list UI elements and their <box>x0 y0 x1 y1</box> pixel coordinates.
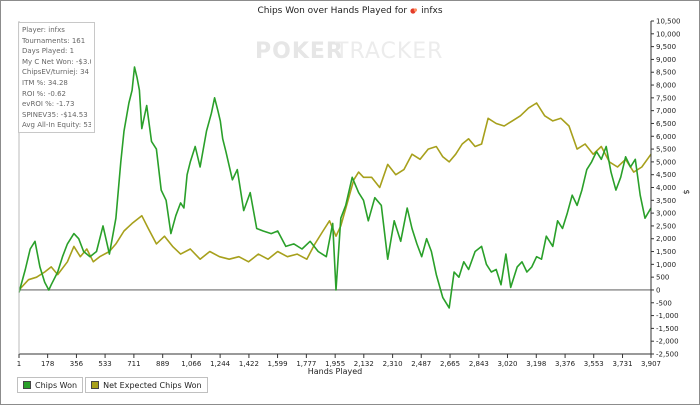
legend-label-net-expected: Net Expected Chips Won <box>103 380 202 390</box>
y-tick-label: 8,500 <box>656 69 676 77</box>
x-tick-label: 533 <box>98 360 111 368</box>
x-tick-label: 2,843 <box>469 360 489 368</box>
x-tick-label: 711 <box>127 360 140 368</box>
stat-line-4: ChipsEV/turniej: 34 <box>22 68 89 77</box>
x-tick-label: 3,020 <box>497 360 517 368</box>
y-tick-label: 3,500 <box>656 197 676 205</box>
player-stats-box: Player: infxs Tournaments: 161 Days Played… <box>18 22 95 133</box>
y-tick-label: 0 <box>656 286 660 294</box>
series-line-chips-won <box>18 66 652 309</box>
stat-line-6: ROI %: -0.62 <box>22 89 67 98</box>
legend: Chips Won Net Expected Chips Won <box>17 377 210 393</box>
x-tick-label: 356 <box>70 360 84 368</box>
stat-line-8: SPINEV35: -$14.53 <box>22 110 88 119</box>
x-tick-label: 3,553 <box>584 360 604 368</box>
y-tick-label: -2,000 <box>656 338 679 346</box>
x-ticks-group: 1 178 356 533 711 889 1,066 1,244 1,422 1,599 1,77… <box>17 354 661 368</box>
y-tick-label: 9,500 <box>656 43 676 51</box>
y-tick-label: 8,000 <box>656 82 676 90</box>
legend-swatch-chips-won <box>23 381 31 389</box>
y-tick-label: 6,500 <box>656 120 676 128</box>
y-tick-label: 10,000 <box>656 30 681 38</box>
y-ticks-group: -2,500 -2,000 -1,500 -1,000 -500 0 500 1,000 1,5… <box>651 18 681 359</box>
legend-swatch-net-expected <box>91 381 100 389</box>
x-tick-label: 2,310 <box>383 360 403 368</box>
stat-line-0: Player: infxs <box>22 26 65 34</box>
x-tick-label: 3,907 <box>641 360 661 368</box>
legend-item-net-expected[interactable]: Net Expected Chips Won <box>85 377 208 393</box>
y-tick-label: 10,500 <box>656 18 681 26</box>
y-tick-label: -500 <box>656 299 672 307</box>
player-site-icon <box>410 7 418 15</box>
x-tick-label: 889 <box>156 360 169 368</box>
x-tick-label: 1 <box>17 360 21 368</box>
y-tick-label: -1,000 <box>656 312 679 320</box>
x-tick-label: 2,665 <box>440 360 460 368</box>
x-tick-label: 2,132 <box>354 360 374 368</box>
chart-title: Chips Won over Hands Played for infxs <box>0 6 700 16</box>
y-tick-label: 1,500 <box>656 248 676 256</box>
poker-tracker-watermark: POKER TRACKER <box>255 39 443 64</box>
y-tick-label: 2,500 <box>656 222 676 230</box>
series-line-net-expected <box>18 102 652 291</box>
x-tick-label: 1,599 <box>268 360 288 368</box>
stat-line-3: My C Net Won: -$3.00 <box>22 57 91 66</box>
y-tick-label: 1,000 <box>656 261 676 269</box>
series-group <box>18 66 652 309</box>
axes-group <box>18 21 652 355</box>
y-tick-label: 4,500 <box>656 171 676 179</box>
x-tick-label: 3,731 <box>612 360 632 368</box>
chart-title-player: infxs <box>421 6 443 16</box>
x-tick-label: 1,066 <box>181 360 202 368</box>
y-tick-label: -2,500 <box>656 351 679 359</box>
y-tick-label: 500 <box>656 274 669 282</box>
chart-title-text: Chips Won over Hands Played for <box>257 6 408 16</box>
y-tick-label: 5,000 <box>656 158 676 166</box>
y-tick-label: 2,000 <box>656 235 676 243</box>
x-tick-label: 1,422 <box>239 360 259 368</box>
legend-item-chips-won[interactable]: Chips Won <box>17 377 84 393</box>
x-tick-label: 178 <box>41 360 54 368</box>
watermark-left: POKER <box>255 39 344 64</box>
x-tick-label: 1,244 <box>210 360 231 368</box>
y-tick-label: -1,500 <box>656 325 679 333</box>
y-tick-label: 6,000 <box>656 133 676 141</box>
y-tick-label: 3,000 <box>656 210 676 218</box>
x-tick-label: 2,487 <box>411 360 431 368</box>
x-tick-label: 3,198 <box>526 360 546 368</box>
x-tick-label: 3,376 <box>555 360 576 368</box>
x-tick-label: 1,777 <box>296 360 316 368</box>
stat-line-2: Days Played: 1 <box>22 47 75 56</box>
stat-line-7: evROI %: -1.73 <box>22 100 75 109</box>
y-axis-label: $ <box>682 189 691 194</box>
y-tick-label: 7,500 <box>656 94 676 102</box>
y-tick-label: 7,000 <box>656 107 676 115</box>
y-tick-label: 9,000 <box>656 56 676 64</box>
stat-line-9: Avg All-In Equity: 53.07 <box>22 121 91 130</box>
x-axis-label: Hands Played <box>308 367 362 376</box>
y-tick-label: 4,000 <box>656 184 676 192</box>
stat-line-1: Tournaments: 161 <box>22 36 86 45</box>
y-tick-label: 5,500 <box>656 146 676 154</box>
legend-label-chips-won: Chips Won <box>35 380 78 390</box>
x-tick-label: 1,955 <box>325 360 345 368</box>
stat-line-5: ITM %: 34.28 <box>22 78 68 87</box>
watermark-right: TRACKER <box>334 39 443 64</box>
